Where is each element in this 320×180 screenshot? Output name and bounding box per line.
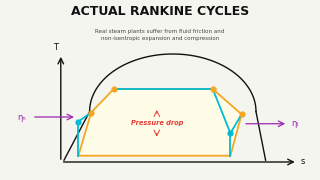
Text: ACTUAL RANKINE CYCLES: ACTUAL RANKINE CYCLES	[71, 5, 249, 18]
Text: ηₙ: ηₙ	[17, 112, 26, 122]
Point	[210, 88, 215, 91]
Point	[239, 113, 244, 116]
Text: Pressure drop: Pressure drop	[131, 120, 183, 126]
Point	[228, 132, 233, 135]
Point	[76, 120, 81, 123]
Point	[89, 111, 94, 114]
Polygon shape	[78, 89, 242, 156]
Point	[111, 88, 116, 91]
Text: Real steam plants suffer from fluid friction and
non-isentropic expansion and co: Real steam plants suffer from fluid fric…	[95, 29, 225, 41]
Text: ηₜ: ηₜ	[291, 119, 299, 128]
Text: T: T	[52, 43, 58, 52]
Text: s: s	[301, 158, 305, 166]
